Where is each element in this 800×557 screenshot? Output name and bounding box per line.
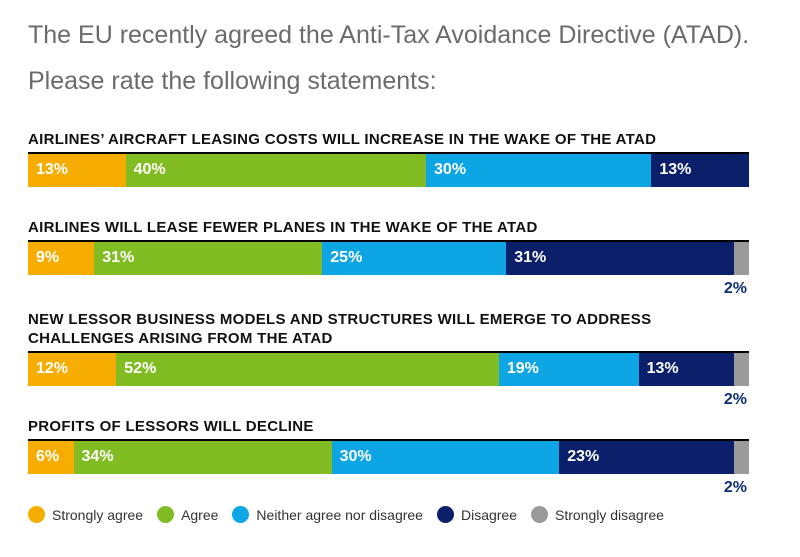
- bar-top-rule: [28, 351, 749, 353]
- bar-segment-agree: 40%: [125, 154, 427, 187]
- legend-item-strongly-disagree: Strongly disagree: [531, 506, 664, 523]
- chart-intro: The EU recently agreed the Anti-Tax Avoi…: [28, 21, 750, 95]
- data-label: 31%: [514, 249, 547, 266]
- bar-segments: 9% 31% 25% 31%: [28, 242, 749, 275]
- data-label: 25%: [330, 249, 363, 266]
- legend-swatch: [531, 506, 548, 523]
- bar-segment-disagree: 23%: [559, 441, 734, 474]
- legend-item-agree: Agree: [157, 506, 218, 523]
- data-label-strongly-disagree: 2%: [723, 280, 747, 297]
- data-label-strongly-disagree: 2%: [723, 391, 747, 408]
- data-label: 30%: [339, 448, 372, 465]
- bar-segments: 6% 34% 30% 23%: [28, 441, 749, 474]
- data-label: 30%: [434, 161, 467, 178]
- question-title: NEW LESSOR BUSINESS MODELS AND STRUCTURE…: [28, 311, 652, 347]
- data-label: 31%: [102, 249, 135, 266]
- data-label: 19%: [506, 360, 539, 377]
- data-label: 6%: [36, 448, 60, 465]
- bar-top-rule: [28, 152, 749, 154]
- legend-swatch: [232, 506, 250, 523]
- bar-segments: 12% 52% 19% 13%: [28, 353, 749, 386]
- bar-segment-strongly-agree: 6%: [28, 441, 74, 474]
- bar-segment-neither: 25%: [322, 242, 507, 275]
- data-label: 23%: [567, 448, 600, 465]
- legend-label: Disagree: [460, 506, 517, 523]
- bar-segment-agree: 52%: [116, 353, 499, 386]
- bar-segment-agree: 31%: [94, 242, 323, 275]
- bar-segment-neither: 30%: [331, 441, 560, 474]
- question-title: AIRLINES WILL LEASE FEWER PLANES IN THE …: [28, 219, 538, 236]
- data-label: 40%: [133, 161, 166, 178]
- bar-segment-disagree: 31%: [506, 242, 735, 275]
- bar-segment-strongly-agree: 12%: [28, 353, 117, 386]
- data-label-strongly-disagree: 2%: [723, 479, 747, 496]
- bar-segment-strongly-disagree: [734, 242, 749, 275]
- data-label: 13%: [36, 161, 69, 178]
- bar-top-rule: [28, 240, 749, 242]
- legend-item-strongly-agree: Strongly agree: [28, 506, 143, 523]
- legend-label: Strongly agree: [52, 506, 144, 523]
- question-title: AIRLINES’ AIRCRAFT LEASING COSTS WILL IN…: [28, 131, 657, 148]
- legend-swatch: [157, 506, 175, 523]
- bar-segment-agree: 34%: [73, 441, 332, 474]
- data-label: 12%: [36, 360, 69, 377]
- bar-segment-neither: 19%: [498, 353, 639, 386]
- data-label: 34%: [81, 448, 114, 465]
- legend-label: Strongly disagree: [555, 506, 664, 523]
- bar-segment-disagree: 13%: [651, 154, 749, 187]
- legend: Strongly agree Agree Neither agree nor dis…: [28, 506, 678, 523]
- data-label: 9%: [36, 249, 60, 266]
- legend-item-neither: Neither agree nor disagree: [232, 506, 423, 523]
- bar-segment-strongly-disagree: [734, 353, 749, 386]
- bar-segment-neither: 30%: [426, 154, 652, 187]
- bar-segment-strongly-disagree: [733, 441, 749, 474]
- bar-segments: 13% 40% 30% 13%: [28, 154, 749, 187]
- data-label: 52%: [124, 360, 157, 377]
- data-label: 13%: [659, 161, 692, 178]
- legend-swatch: [28, 506, 45, 523]
- data-label: 13%: [646, 360, 679, 377]
- bar-segment-strongly-agree: 13%: [28, 154, 126, 187]
- legend-swatch: [436, 506, 454, 523]
- legend-label: Agree: [181, 506, 219, 523]
- bar-segment-strongly-agree: 9%: [28, 242, 95, 275]
- legend-label: Neither agree nor disagree: [256, 506, 423, 523]
- bar-top-rule: [28, 439, 749, 441]
- bar-segment-disagree: 13%: [638, 353, 735, 386]
- question-title: PROFITS OF LESSORS WILL DECLINE: [28, 418, 314, 435]
- legend-item-disagree: Disagree: [436, 506, 517, 523]
